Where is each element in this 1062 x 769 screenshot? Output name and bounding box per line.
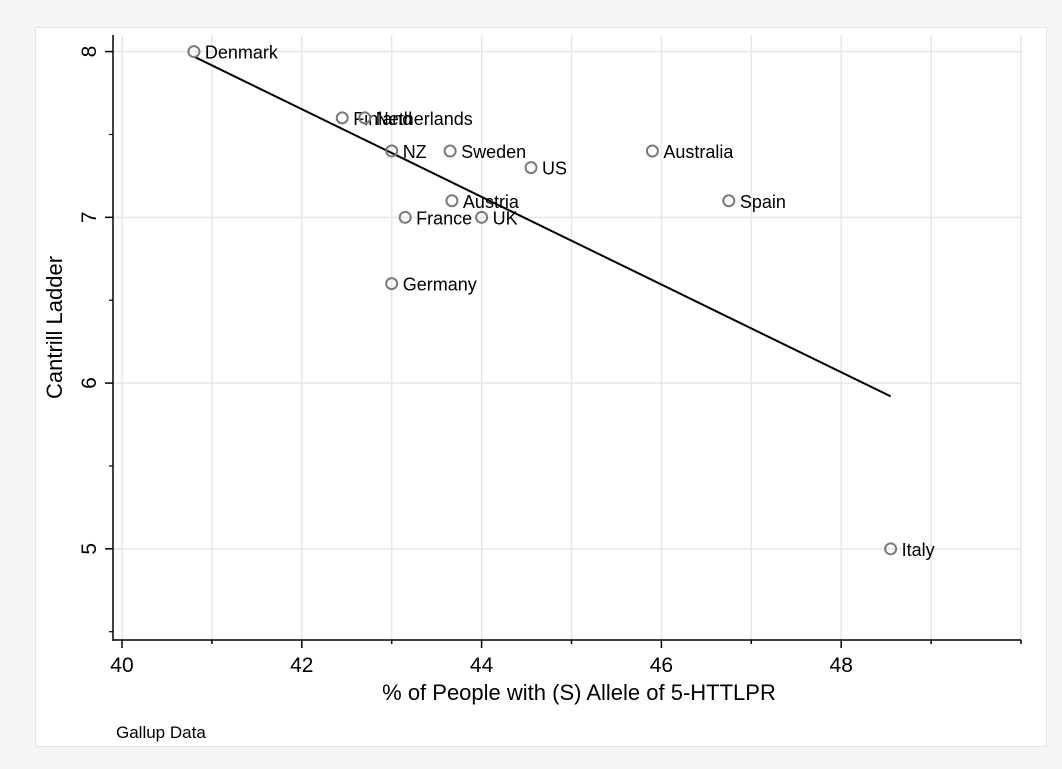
data-label: NZ xyxy=(403,142,427,162)
data-label: Australia xyxy=(663,142,734,162)
data-point xyxy=(445,194,459,208)
y-tick-label: 7 xyxy=(78,211,101,223)
data-point xyxy=(398,210,412,224)
data-label: Italy xyxy=(902,540,935,560)
data-point xyxy=(645,144,659,158)
x-tick-label: 42 xyxy=(290,654,313,677)
chart-note: Gallup Data xyxy=(116,723,206,742)
data-label: Netherlands xyxy=(376,109,473,129)
y-axis-title: Cantrill Ladder xyxy=(42,256,67,399)
y-tick-label: 8 xyxy=(78,46,101,58)
data-point xyxy=(385,144,399,158)
x-tick-label: 48 xyxy=(830,654,853,677)
x-tick-label: 46 xyxy=(650,654,673,677)
chart-background xyxy=(35,27,1047,747)
y-tick-label: 5 xyxy=(78,543,101,555)
data-label: Germany xyxy=(403,275,477,295)
data-label: Austria xyxy=(463,192,520,212)
data-point xyxy=(358,111,372,125)
x-tick-label: 44 xyxy=(470,654,494,677)
data-label: Denmark xyxy=(205,43,279,63)
data-point xyxy=(335,111,349,125)
data-label: France xyxy=(416,208,472,228)
data-point xyxy=(443,144,457,158)
fit-line xyxy=(193,55,892,398)
data-point xyxy=(385,277,399,291)
data-label: UK xyxy=(493,208,518,228)
x-tick-label: 40 xyxy=(110,654,133,677)
data-point xyxy=(722,194,736,208)
data-point xyxy=(884,542,898,556)
data-label: US xyxy=(542,159,567,179)
data-point xyxy=(475,210,489,224)
data-point xyxy=(187,45,201,59)
y-tick-label: 6 xyxy=(78,377,101,389)
x-axis-title: % of People with (S) Allele of 5-HTTLPR xyxy=(382,680,776,705)
data-label: Spain xyxy=(740,192,786,212)
data-point xyxy=(524,161,538,175)
data-label: Sweden xyxy=(461,142,526,162)
